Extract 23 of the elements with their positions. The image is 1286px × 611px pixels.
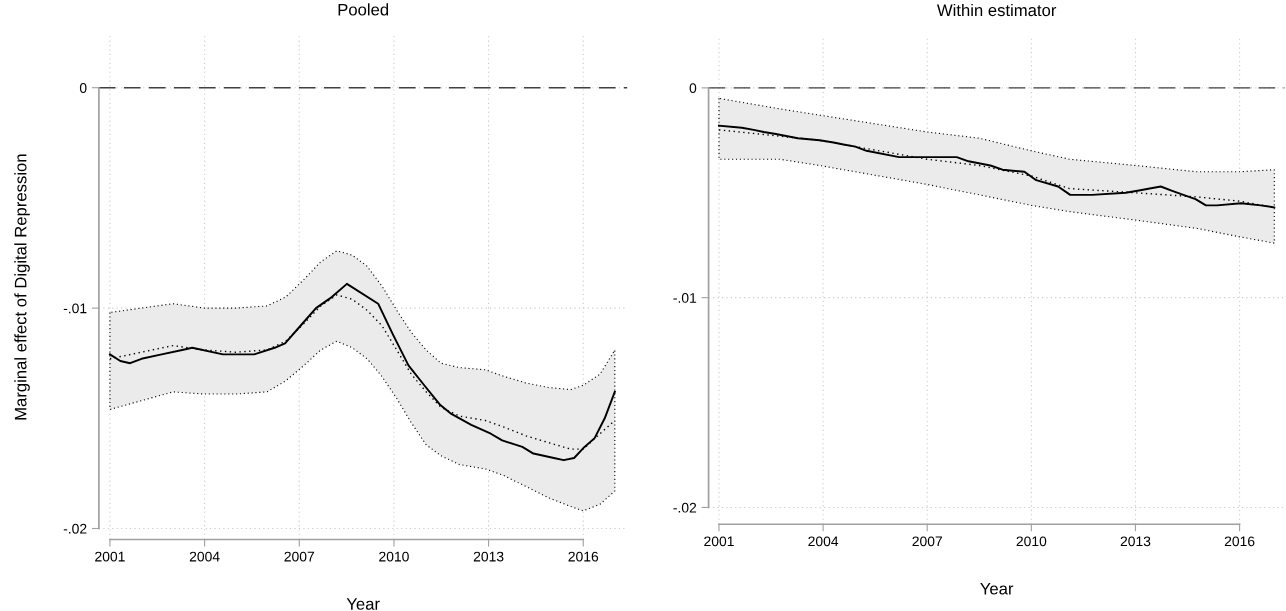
x-tick-label: 2010	[1016, 536, 1047, 547]
x-tick-label: 2016	[1224, 536, 1255, 547]
x-tick-label: 2001	[704, 536, 734, 547]
y-tick-label: 0	[689, 83, 697, 94]
y-tick-label: -.02	[673, 502, 697, 513]
x-axis-title: Year	[980, 582, 1014, 595]
x-axis-title: Year	[346, 598, 380, 610]
x-tick-label: 2001	[95, 551, 125, 562]
chart-title: Within estimator	[936, 3, 1057, 17]
y-axis-title: Marginal effect of Digital Repression	[14, 154, 30, 420]
y-tick-label: -.01	[63, 303, 87, 314]
y-tick-label: -.02	[63, 523, 87, 534]
x-tick-label: 2007	[284, 551, 315, 562]
x-tick-label: 2016	[568, 551, 599, 562]
x-tick-label: 2010	[379, 551, 409, 562]
x-tick-label: 2007	[912, 536, 942, 547]
x-tick-label: 2004	[808, 536, 839, 547]
y-tick-label: -.01	[673, 293, 697, 303]
chart-title: Pooled	[338, 3, 389, 16]
x-tick-label: 2013	[473, 551, 504, 562]
y-tick-label: 0	[79, 83, 87, 93]
x-tick-label: 2004	[189, 551, 220, 562]
x-tick-label: 2013	[1120, 536, 1151, 547]
